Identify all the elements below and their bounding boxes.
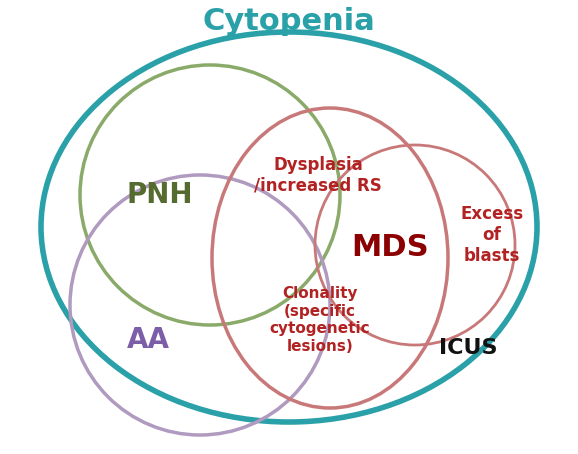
Text: Clonality
(specific
cytogenetic
lesions): Clonality (specific cytogenetic lesions) xyxy=(270,286,370,354)
Text: Cytopenia: Cytopenia xyxy=(203,8,375,36)
Text: PNH: PNH xyxy=(127,181,193,209)
Text: ICUS: ICUS xyxy=(439,338,497,358)
Text: MDS: MDS xyxy=(351,233,429,262)
Text: Dysplasia
/increased RS: Dysplasia /increased RS xyxy=(254,156,382,194)
Text: Excess
of
blasts: Excess of blasts xyxy=(461,205,524,265)
Text: AA: AA xyxy=(127,326,169,354)
